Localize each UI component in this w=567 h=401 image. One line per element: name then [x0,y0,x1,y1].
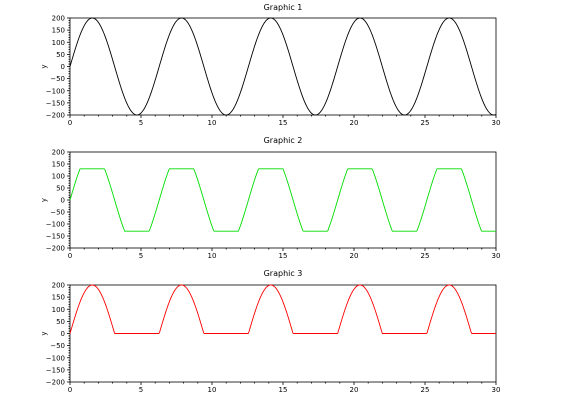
x-tick-label: 5 [139,386,143,394]
y-tick-label: −200 [46,112,65,120]
x-tick-label: 25 [421,386,430,394]
y-tick-label: −50 [50,342,65,350]
y-tick-label: 150 [52,294,65,302]
x-tick-label: 10 [208,386,217,394]
y-tick-label: −50 [50,75,65,83]
x-tick-label: 25 [421,252,430,260]
plot-frame [69,17,497,116]
chart-title: Graphic 2 [264,136,303,145]
x-tick-label: 5 [139,119,143,127]
y-tick-label: 100 [52,306,65,314]
x-tick-label: 25 [421,119,430,127]
y-tick-label: 50 [56,185,65,193]
x-tick-label: 15 [279,386,288,394]
y-tick-label: −150 [46,366,65,374]
y-tick-label: 200 [52,282,65,290]
y-tick-label: 0 [61,63,65,71]
y-axis-label: y [40,64,48,68]
y-tick-label: −200 [46,245,65,253]
x-tick-label: 15 [279,252,288,260]
y-tick-label: −150 [46,233,65,241]
x-tick-label: 20 [350,252,359,260]
y-tick-label: −100 [46,354,65,362]
y-tick-label: −200 [46,379,65,387]
y-tick-label: −100 [46,221,65,229]
x-tick-label: 30 [492,386,501,394]
y-tick-label: 0 [61,330,65,338]
series-line-1 [69,168,496,232]
y-tick-label: 0 [61,197,65,205]
series-line-1 [69,284,496,334]
y-tick-label: 200 [52,149,65,157]
x-tick-label: 0 [68,252,72,260]
y-tick-label: −50 [50,209,65,217]
x-tick-label: 20 [350,386,359,394]
chart-title: Graphic 3 [264,269,303,278]
series-line-1 [69,17,497,116]
y-tick-label: 150 [52,161,65,169]
chart-title: Graphic 1 [264,3,303,12]
x-tick-label: 5 [139,252,143,260]
y-tick-label: 50 [56,318,65,326]
x-tick-label: 10 [208,119,217,127]
x-tick-label: 30 [492,252,501,260]
x-tick-label: 15 [279,119,288,127]
x-tick-label: 20 [350,119,359,127]
y-tick-label: 100 [52,39,65,47]
plot-frame [69,151,497,249]
y-tick-label: 100 [52,173,65,181]
x-tick-label: 30 [492,119,501,127]
x-tick-label: 0 [68,386,72,394]
y-tick-label: −100 [46,87,65,95]
y-tick-label: −150 [46,99,65,107]
y-tick-label: 50 [56,51,65,59]
y-axis-label: y [40,331,48,335]
y-axis-label: y [40,198,48,202]
x-tick-label: 10 [208,252,217,260]
x-tick-label: 0 [68,119,72,127]
y-tick-label: 200 [52,15,65,23]
y-tick-label: 150 [52,27,65,35]
